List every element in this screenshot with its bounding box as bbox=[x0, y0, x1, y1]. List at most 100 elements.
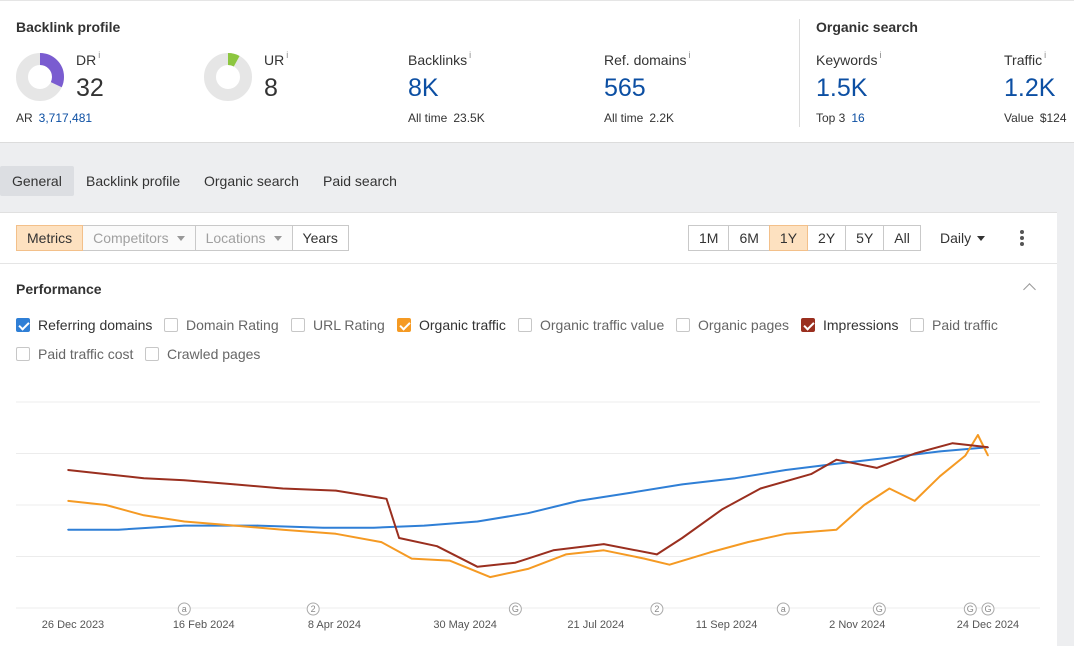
data-point bbox=[256, 524, 259, 527]
performance-panel: Metrics Competitors Locations Years 1M 6… bbox=[0, 212, 1057, 646]
annotation-marker[interactable]: G bbox=[963, 602, 977, 616]
data-point bbox=[565, 553, 567, 556]
data-point bbox=[143, 514, 145, 517]
data-point bbox=[734, 477, 737, 480]
data-point bbox=[709, 551, 711, 554]
info-icon[interactable]: i bbox=[879, 50, 882, 60]
metric-impressions[interactable]: Impressions bbox=[801, 317, 898, 333]
series-line-impressions bbox=[67, 442, 989, 568]
metric-organic-traffic-value[interactable]: Organic traffic value bbox=[518, 317, 664, 333]
metrics-view-button[interactable]: Metrics bbox=[16, 225, 84, 251]
dr-label[interactable]: DR i bbox=[76, 50, 101, 68]
annotation-marker[interactable]: 2 bbox=[650, 602, 664, 616]
annotation-marker[interactable]: G bbox=[872, 602, 886, 616]
annotation-marker[interactable]: a bbox=[776, 602, 790, 616]
backlinks-value-link[interactable]: 8K bbox=[408, 74, 439, 102]
ref-domains-label[interactable]: Ref. domains i bbox=[604, 50, 691, 68]
range-6m-button[interactable]: 6M bbox=[728, 225, 770, 251]
data-point bbox=[785, 469, 787, 471]
data-point bbox=[810, 473, 812, 475]
checkbox-icon bbox=[16, 318, 30, 332]
tab-general[interactable]: General bbox=[0, 166, 74, 196]
more-options-icon[interactable] bbox=[1019, 230, 1025, 246]
data-point bbox=[939, 475, 941, 477]
locations-dropdown[interactable]: Locations bbox=[194, 225, 293, 251]
data-point bbox=[964, 454, 967, 457]
range-5y-button[interactable]: 5Y bbox=[845, 225, 885, 251]
info-icon[interactable]: i bbox=[1044, 50, 1047, 60]
x-tick-label: 21 Jul 2024 bbox=[567, 619, 624, 631]
interval-dropdown[interactable]: Daily bbox=[940, 230, 986, 246]
svg-text:2: 2 bbox=[654, 604, 659, 614]
annotation-marker[interactable]: 2 bbox=[306, 602, 320, 616]
tab-backlink-profile[interactable]: Backlink profile bbox=[86, 173, 181, 189]
annotation-marker[interactable]: a bbox=[177, 602, 191, 616]
data-point bbox=[234, 483, 236, 486]
ref-domains-value-link[interactable]: 565 bbox=[604, 74, 646, 102]
x-axis-labels: 26 Dec 2023 16 Feb 2024 8 Apr 2024 30 May 2… bbox=[42, 619, 1019, 631]
range-all-button[interactable]: All bbox=[883, 225, 921, 251]
data-point bbox=[335, 489, 337, 492]
section-divider bbox=[799, 19, 800, 127]
svg-text:G: G bbox=[967, 604, 974, 614]
annotation-marker[interactable]: G bbox=[981, 602, 995, 616]
chart-gridlines bbox=[16, 401, 1040, 609]
data-point bbox=[436, 545, 438, 547]
keywords-label[interactable]: Keywords i bbox=[816, 50, 882, 68]
metric-crawled-pages[interactable]: Crawled pages bbox=[145, 346, 260, 362]
data-point bbox=[785, 533, 787, 535]
data-point bbox=[875, 467, 878, 469]
data-point bbox=[888, 487, 891, 490]
top3-value-link[interactable]: 16 bbox=[851, 111, 865, 125]
data-point bbox=[183, 479, 186, 482]
ur-label[interactable]: UR i bbox=[264, 50, 289, 68]
data-point bbox=[987, 454, 989, 457]
data-point bbox=[448, 559, 451, 562]
data-point bbox=[863, 504, 865, 506]
info-icon[interactable]: i bbox=[688, 50, 691, 60]
data-point bbox=[747, 541, 749, 543]
competitors-dropdown[interactable]: Competitors bbox=[82, 225, 196, 251]
metric-organic-pages[interactable]: Organic pages bbox=[676, 317, 789, 333]
data-point bbox=[721, 508, 724, 510]
data-point bbox=[603, 549, 605, 552]
range-1m-button[interactable]: 1M bbox=[688, 225, 730, 251]
data-point bbox=[373, 526, 375, 529]
info-icon[interactable]: i bbox=[469, 50, 472, 60]
data-point bbox=[913, 452, 916, 455]
keywords-value-link[interactable]: 1.5K bbox=[816, 74, 868, 102]
tab-paid-search[interactable]: Paid search bbox=[323, 173, 397, 189]
info-icon[interactable]: i bbox=[98, 50, 101, 60]
ar-value-link[interactable]: 3,717,481 bbox=[38, 111, 93, 125]
data-point bbox=[913, 500, 916, 502]
metric-referring-domains[interactable]: Referring domains bbox=[16, 317, 152, 333]
years-view-button[interactable]: Years bbox=[291, 225, 349, 251]
tab-organic-search[interactable]: Organic search bbox=[204, 173, 299, 189]
metric-organic-traffic[interactable]: Organic traffic bbox=[397, 317, 506, 333]
range-1y-button[interactable]: 1Y bbox=[768, 225, 809, 251]
backlink-profile-title: Backlink profile bbox=[16, 19, 121, 35]
data-point bbox=[987, 446, 989, 449]
backlinks-label[interactable]: Backlinks i bbox=[408, 50, 472, 68]
ar-row: AR 3,717,481 bbox=[16, 111, 93, 125]
traffic-label[interactable]: Traffic i bbox=[1004, 50, 1047, 68]
ur-value: 8 bbox=[264, 74, 278, 102]
data-point bbox=[835, 458, 838, 461]
traffic-value-link[interactable]: 1.2K bbox=[1004, 74, 1056, 102]
metric-paid-traffic-cost[interactable]: Paid traffic cost bbox=[16, 346, 133, 362]
data-point bbox=[105, 504, 107, 506]
data-point bbox=[335, 533, 337, 535]
metric-domain-rating[interactable]: Domain Rating bbox=[164, 317, 279, 333]
data-point bbox=[423, 524, 426, 527]
svg-text:a: a bbox=[182, 604, 187, 614]
x-tick-label: 16 Feb 2024 bbox=[173, 619, 235, 631]
metric-paid-traffic[interactable]: Paid traffic bbox=[910, 317, 998, 333]
annotation-marker[interactable]: G bbox=[508, 602, 522, 616]
range-2y-button[interactable]: 2Y bbox=[807, 225, 847, 251]
collapse-chevron-icon[interactable] bbox=[1023, 283, 1036, 296]
chart-series bbox=[67, 434, 989, 579]
info-icon[interactable]: i bbox=[286, 50, 289, 60]
metric-url-rating[interactable]: URL Rating bbox=[291, 317, 385, 333]
